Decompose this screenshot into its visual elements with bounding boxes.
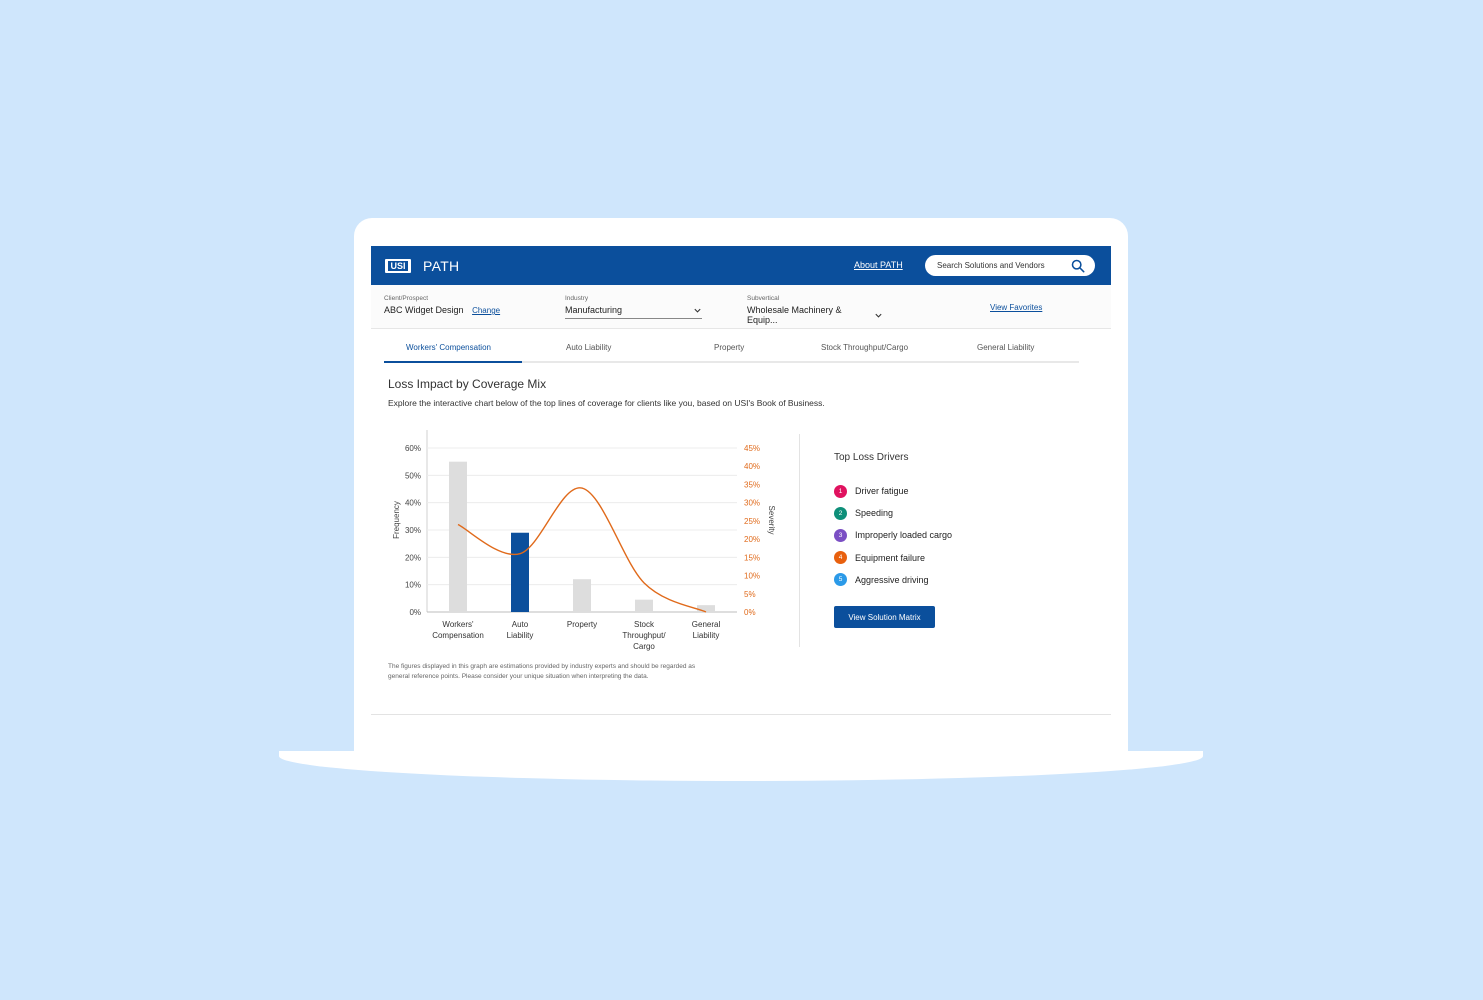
chart-disclaimer: The figures displayed in this graph are …	[388, 663, 696, 680]
loss-driver-item: 1 Driver fatigue	[834, 480, 952, 502]
chart-subtitle: Explore the interactive chart below of t…	[388, 398, 825, 408]
search-input[interactable]	[937, 261, 1071, 270]
client-filter: Client/Prospect ABC Widget Design Change	[384, 295, 500, 315]
rank-badge: 2	[834, 506, 847, 520]
loss-driver-item: 3 Improperly loaded cargo	[834, 524, 952, 546]
x-tick-label: General Liability	[692, 620, 721, 640]
chart-title: Loss Impact by Coverage Mix	[388, 377, 547, 391]
x-tick-label: Stock Throughput/Cargo	[622, 620, 666, 651]
x-tick-line: Throughput/	[622, 631, 666, 640]
bar	[449, 461, 467, 612]
y2-tick-label: 35%	[744, 480, 760, 489]
y-axis-title: Frequency	[392, 501, 401, 539]
laptop-base	[279, 751, 1203, 781]
top-navigation-bar: USI PATH About PATH	[371, 246, 1111, 285]
app-title: PATH	[423, 257, 460, 274]
y-tick-label: 0%	[409, 608, 421, 617]
coverage-tabs: Workers' Compensation Auto Liability Pro…	[384, 329, 1079, 363]
y2-tick-label: 30%	[744, 499, 760, 508]
x-tick-line: Stock	[634, 620, 655, 629]
y2-tick-label: 0%	[744, 608, 756, 617]
rank-badge: 1	[834, 484, 847, 498]
loss-driver-item: 4 Equipment failure	[834, 547, 952, 569]
y-tick-label: 40%	[405, 499, 421, 508]
bar	[511, 532, 529, 612]
tab-general-liability[interactable]: General Liability	[977, 343, 1035, 352]
loss-driver-label: Speeding	[855, 508, 894, 519]
loss-drivers-list: 1 Driver fatigue 2 Speeding 3 Improperly…	[834, 480, 952, 591]
client-value-row: ABC Widget Design Change	[384, 305, 500, 315]
x-tick-line: Workers'	[442, 620, 474, 629]
rank-badge: 3	[834, 528, 847, 542]
subvertical-label: Subvertical	[747, 295, 780, 302]
tab-property[interactable]: Property	[714, 343, 745, 352]
loss-driver-label: Improperly loaded cargo	[855, 530, 953, 541]
chevron-down-icon	[875, 313, 882, 318]
vertical-divider	[799, 434, 800, 647]
x-tick-line: Cargo	[633, 642, 655, 651]
active-tab-indicator	[384, 361, 522, 363]
x-tick-label: Auto Liability	[507, 620, 534, 640]
view-favorites-link[interactable]: View Favorites	[990, 303, 1043, 312]
y2-tick-label: 25%	[744, 517, 760, 526]
y-tick-label: 10%	[405, 581, 421, 590]
x-tick-line: General	[692, 620, 721, 629]
severity-line	[457, 487, 707, 613]
bar	[697, 605, 715, 612]
industry-select[interactable]: Manufacturing	[565, 305, 702, 319]
loss-driver-label: Aggressive driving	[855, 574, 929, 585]
usi-logo[interactable]: USI	[385, 258, 411, 273]
bar	[635, 599, 653, 612]
loss-driver-item: 2 Speeding	[834, 502, 952, 524]
client-label: Client/Prospect	[384, 295, 429, 302]
y2-tick-label: 15%	[744, 553, 760, 562]
y2-tick-label: 5%	[744, 590, 756, 599]
loss-driver-label: Equipment failure	[855, 552, 926, 563]
y2-tick-label: 20%	[744, 535, 760, 544]
client-value: ABC Widget Design	[384, 305, 464, 315]
industry-filter: Industry Manufacturing	[565, 295, 702, 319]
x-tick-line: Auto	[512, 620, 529, 629]
logo-text: USI	[388, 260, 408, 271]
x-tick-line: Liability	[507, 631, 534, 640]
loss-driver-label: Driver fatigue	[855, 486, 909, 497]
chevron-down-icon	[694, 308, 701, 313]
industry-label: Industry	[565, 295, 589, 302]
x-tick-label: Property	[567, 620, 597, 629]
search-icon[interactable]	[1071, 259, 1085, 273]
app-window: USI PATH About PATH Client/Prospect ABC …	[371, 246, 1111, 716]
y2-tick-label: 40%	[744, 462, 760, 471]
loss-driver-item: 5 Aggressive driving	[834, 569, 952, 591]
about-path-link[interactable]: About PATH	[854, 260, 903, 270]
y-tick-label: 20%	[405, 553, 421, 562]
x-tick-label: Workers' Compensation	[432, 620, 484, 640]
industry-value: Manufacturing	[565, 305, 623, 315]
rank-badge: 5	[834, 573, 847, 587]
bar	[573, 579, 591, 612]
change-client-link[interactable]: Change	[472, 306, 501, 315]
bottom-divider	[371, 714, 1111, 715]
subvertical-value: Wholesale Machinery & Equip...	[747, 305, 842, 325]
tab-auto-liability[interactable]: Auto Liability	[566, 343, 612, 352]
filter-bar: Client/Prospect ABC Widget Design Change…	[371, 285, 1111, 329]
y-tick-label: 30%	[405, 526, 421, 535]
tab-stock-throughput-cargo[interactable]: Stock Throughput/Cargo	[821, 343, 909, 352]
y-tick-label: 50%	[405, 471, 421, 480]
y-tick-label: 60%	[405, 444, 421, 453]
y2-axis-title: Severity	[767, 506, 776, 535]
y2-tick-label: 45%	[744, 444, 760, 453]
subvertical-filter: Subvertical Wholesale Machinery & Equip.…	[747, 295, 883, 328]
y2-tick-label: 10%	[744, 572, 760, 581]
x-tick-line: Compensation	[432, 631, 484, 640]
x-tick-line: Property	[567, 620, 597, 629]
search-box[interactable]	[925, 255, 1095, 276]
top-loss-drivers-title: Top Loss Drivers	[834, 452, 909, 463]
view-solution-matrix-button[interactable]: View Solution Matrix	[834, 606, 935, 628]
rank-badge: 4	[834, 551, 847, 565]
tab-workers-compensation[interactable]: Workers' Compensation	[406, 343, 491, 352]
x-tick-line: Liability	[693, 631, 720, 640]
loss-impact-chart[interactable]: 0% 10% 20% 30% 40% 50% 60% 0% 5% 10% 15% 20% 25% 30% 3…	[385, 426, 785, 656]
subvertical-select[interactable]: Wholesale Machinery & Equip...	[747, 305, 883, 328]
